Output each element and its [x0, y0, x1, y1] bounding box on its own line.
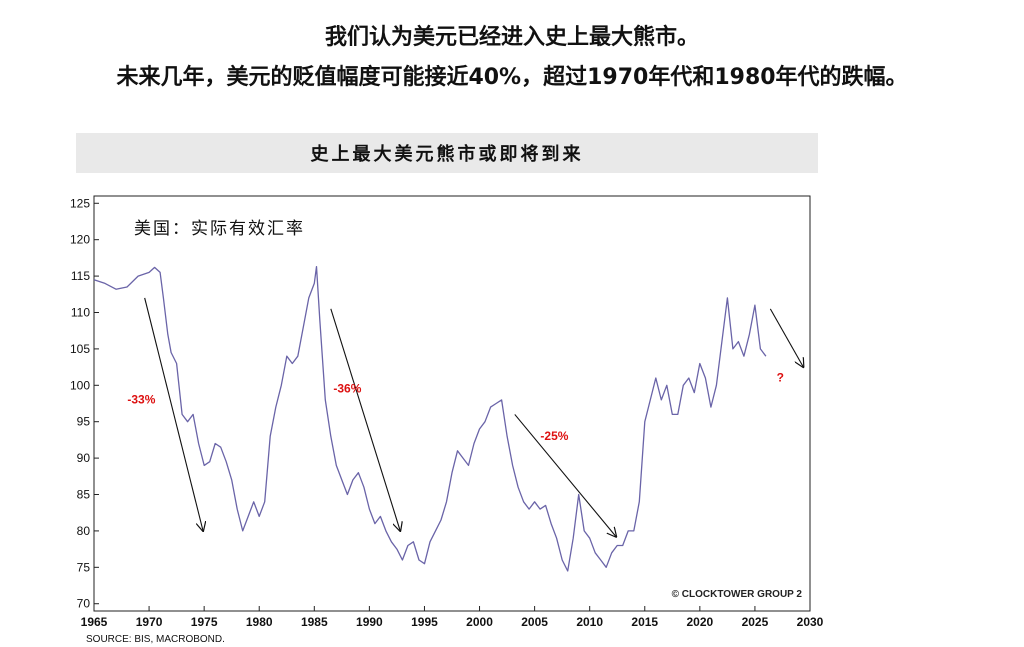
annotation-label: -33%	[127, 393, 155, 407]
y-tick-label: 125	[70, 196, 90, 210]
x-tick-label: 1990	[356, 615, 383, 629]
y-tick-label: 85	[77, 488, 91, 502]
x-tick-label: 2010	[576, 615, 603, 629]
y-tick-label: 75	[77, 560, 91, 574]
chart-banner: 史上最大美元熊市或即将到来	[76, 133, 818, 173]
y-axis: 70 75 80 85 90 95 100 105 110 115 120 125	[70, 196, 99, 611]
trend-arrow	[330, 308, 400, 531]
y-tick-label: 105	[70, 342, 90, 356]
headline-line-1: 我们认为美元已经进入史上最大熊市。	[324, 25, 699, 50]
y-tick-label: 115	[71, 269, 90, 283]
x-tick-label: 1965	[81, 615, 108, 629]
source-note: SOURCE: BIS, MACROBOND.	[86, 634, 225, 645]
x-tick-label: 2015	[631, 615, 658, 629]
series-line	[93, 265, 767, 572]
y-tick-label: 100	[70, 378, 90, 392]
y-tick-label: 90	[77, 451, 91, 465]
x-tick-label: 2020	[686, 615, 713, 629]
y-tick-label: 110	[71, 305, 90, 319]
x-tick-label: 1975	[191, 615, 218, 629]
annotation-label: -25%	[540, 429, 568, 443]
x-tick-label: 1985	[301, 615, 328, 629]
plot-frame	[93, 195, 811, 612]
headline-line-2: 未来几年，美元的贬值幅度可能接近40%，超过1970年代和1980年代的跌幅。	[116, 65, 908, 90]
annotation-label: -36%	[333, 382, 361, 396]
x-tick-label: 1980	[246, 615, 273, 629]
banner-title: 史上最大美元熊市或即将到来	[310, 144, 584, 165]
annotation-label: ?	[777, 371, 784, 385]
x-tick-label: 2005	[521, 615, 548, 629]
trend-arrow	[144, 297, 203, 531]
x-tick-label: 2030	[797, 615, 824, 629]
x-tick-label: 2025	[742, 615, 769, 629]
x-axis: 1965 1970 1975 1980 1985 1990 1995 2000 2005 2010…	[81, 606, 824, 629]
x-tick-label: 2000	[466, 615, 493, 629]
trend-arrows	[144, 297, 804, 537]
x-tick-label: 1970	[136, 615, 163, 629]
trend-arrow	[514, 414, 616, 536]
trend-arrow	[769, 308, 803, 367]
chart-title: 美国：实际有效汇率	[134, 219, 305, 239]
y-tick-label: 80	[77, 524, 91, 538]
y-tick-label: 70	[77, 597, 91, 611]
watermark: © CLOCKTOWER GROUP 2	[672, 589, 803, 600]
y-tick-label: 120	[70, 233, 90, 247]
annotations: -33% -36% -25%?	[127, 371, 784, 443]
y-tick-label: 95	[77, 415, 91, 429]
x-tick-label: 1995	[411, 615, 438, 629]
